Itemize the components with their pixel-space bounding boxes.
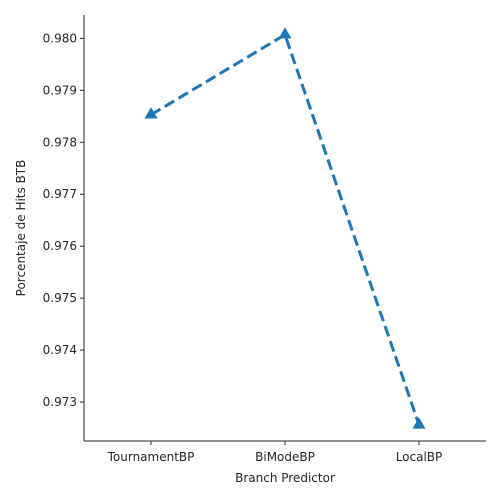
y-tick-label: 0.973	[43, 395, 77, 409]
x-axis-ticks: TournamentBP BiModeBP LocalBP	[107, 441, 443, 464]
y-axis-ticks: 0.973 0.974 0.975 0.976 0.977 0.978 0.979 0.980	[43, 31, 84, 409]
data-point-marker	[412, 417, 426, 429]
y-tick-label: 0.974	[43, 343, 77, 357]
y-tick-label: 0.975	[43, 291, 77, 305]
y-tick-label: 0.978	[43, 135, 77, 149]
y-tick-label: 0.979	[43, 83, 77, 97]
y-axis-label: Porcentaje de Hits BTB	[14, 160, 28, 297]
y-tick-label: 0.977	[43, 187, 77, 201]
x-tick-label: LocalBP	[396, 450, 443, 464]
data-point-marker	[278, 27, 292, 39]
data-point-marker	[144, 107, 158, 119]
y-tick-label: 0.976	[43, 239, 77, 253]
series-line	[150, 32, 421, 426]
y-tick-label: 0.980	[43, 31, 77, 45]
x-axis-label: Branch Predictor	[235, 471, 335, 485]
series-group	[144, 27, 426, 429]
x-tick-label: TournamentBP	[107, 450, 195, 464]
x-tick-label: BiModeBP	[255, 450, 315, 464]
